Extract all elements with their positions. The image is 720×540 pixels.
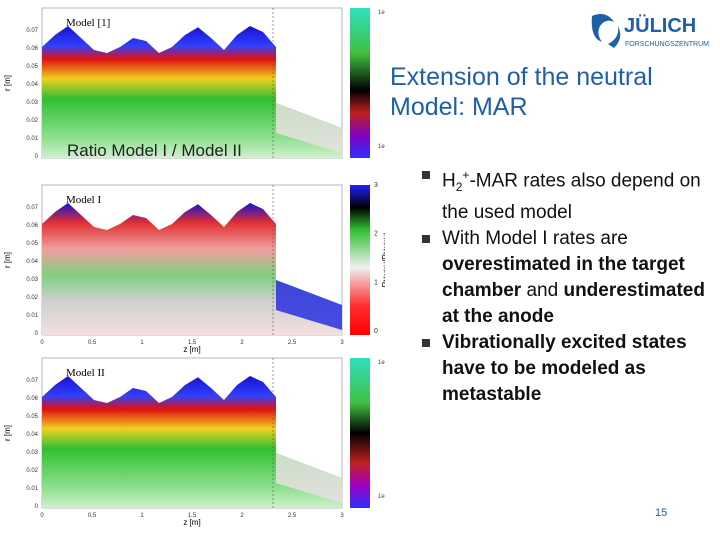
heatmap [42, 26, 342, 158]
x-tick-label: 2 [240, 340, 244, 346]
panel-label: Model II [66, 367, 105, 379]
x-tick-label: 1 [140, 340, 144, 346]
bullet-text: underestimated at the anode [442, 280, 705, 328]
x-tick-label: 2.5 [288, 340, 297, 346]
x-tick-label: 3 [340, 513, 344, 519]
y-tick-label: 0.03 [26, 450, 38, 456]
y-tick-label: 0.06 [26, 396, 38, 402]
y-tick-label: 0 [35, 154, 39, 160]
y-tick-label: 0.07 [26, 28, 38, 34]
heatmap-tail [276, 103, 342, 153]
bullet-text: -MAR rates also depend on the used model [442, 170, 701, 224]
bullet-marker [422, 235, 430, 244]
bullet-text: H [442, 170, 456, 192]
y-tick-label: 0 [35, 504, 39, 510]
y-tick-label: 0.01 [26, 136, 38, 142]
bullet-text: 2 [455, 180, 463, 195]
y-tick-label: 0.03 [26, 277, 38, 283]
y-axis-label: r [m] [3, 75, 12, 91]
colorbar-label: 1e-13 [378, 10, 385, 16]
colorbar-label-part: Model II [384, 232, 385, 254]
figure-caption: Ratio Model I / Model II [67, 141, 242, 160]
bullet-text: and [521, 280, 564, 302]
x-tick-label: 2 [240, 513, 244, 519]
bullet-text: overestimated in the target chamber [442, 254, 685, 302]
colorbar [350, 185, 370, 335]
bullet-text: + [462, 168, 470, 182]
y-tick-label: 0.04 [26, 259, 38, 265]
colorbar-label-part: Model I [384, 262, 385, 282]
bullet-text: With Model I rates are [442, 228, 628, 250]
x-axis-label: z [m] [183, 345, 200, 354]
x-tick-label: 3 [340, 340, 344, 346]
x-tick-label: 0.5 [88, 513, 97, 519]
x-tick-label: 1 [140, 513, 144, 519]
colorbar-label: 1e-16 [378, 144, 385, 150]
logo: JÜLICH FORSCHUNGSZENTRUM [591, 14, 709, 48]
colorbar [350, 8, 370, 158]
bullet-text: Vibrationally excited states have to be … [442, 332, 687, 406]
x-tick-label: 1.5 [188, 513, 197, 519]
heatmap [42, 203, 342, 335]
y-tick-label: 0.02 [26, 295, 38, 301]
bullet-marker [422, 171, 430, 179]
bullet-marker [422, 339, 430, 348]
y-tick-label: 0.05 [26, 241, 38, 247]
y-tick-label: 0.01 [26, 486, 38, 492]
y-tick-label: 0.06 [26, 223, 38, 229]
y-tick-label: 0.04 [26, 432, 38, 438]
panel-label: Model I [66, 194, 101, 206]
y-tick-label: 0 [35, 331, 39, 337]
x-tick-label: 0 [40, 340, 44, 346]
y-tick-label: 0.07 [26, 205, 38, 211]
y-tick-label: 0.06 [26, 46, 38, 52]
y-axis-label: r [m] [3, 425, 12, 441]
x-tick-label: 2.5 [288, 513, 297, 519]
colorbar [350, 358, 370, 508]
colorbar-label: 1e-14 [378, 360, 385, 366]
colorbar-label: 1e-12 [378, 494, 385, 500]
y-tick-label: 0.01 [26, 313, 38, 319]
y-tick-label: 0.02 [26, 468, 38, 474]
heatmap-tail [276, 280, 342, 330]
bullet: Vibrationally excited states have to be … [420, 330, 710, 408]
colorbar-label-part: /R [381, 254, 385, 262]
y-axis-label: r [m] [3, 252, 12, 268]
x-tick-label: 0.5 [88, 340, 97, 346]
y-tick-label: 0.05 [26, 64, 38, 70]
slide-title: Extension of the neutral Model: MAR [390, 63, 653, 121]
x-tick-label: 1.5 [188, 340, 197, 346]
figure: Model [1] 0.07 0.06 0.05 0.04 0.03 0.02 0.01 0 r … [3, 7, 385, 527]
colorbar-tick-label: 2 [374, 231, 378, 238]
page-number: 15 [655, 507, 668, 519]
colorbar-tick-label: 0 [374, 328, 378, 335]
x-tick-label: 0 [40, 513, 44, 519]
x-axis-label: z [m] [183, 518, 200, 527]
bullet-list: H2+-MAR rates also depend on the used mo… [420, 162, 710, 408]
colorbar-tick-label: 1 [374, 279, 378, 286]
logo-mark [591, 14, 614, 42]
logo-text: JÜLICH [624, 14, 696, 37]
y-tick-label: 0.05 [26, 414, 38, 420]
logo-mark [608, 26, 621, 48]
y-tick-label: 0.04 [26, 82, 38, 88]
y-tick-label: 0.02 [26, 118, 38, 124]
logo-subtext: FORSCHUNGSZENTRUM [625, 41, 709, 48]
heatmap [42, 376, 342, 508]
colorbar-label-part: R [381, 281, 385, 287]
heatmap-tail [276, 453, 342, 503]
panel-label: Model [1] [66, 17, 110, 29]
bullet: With Model I rates are overestimated in … [420, 226, 710, 330]
y-tick-label: 0.07 [26, 378, 38, 384]
colorbar-tick-label: 3 [374, 182, 378, 189]
bullet: H2+-MAR rates also depend on the used mo… [420, 162, 710, 226]
y-tick-label: 0.03 [26, 100, 38, 106]
